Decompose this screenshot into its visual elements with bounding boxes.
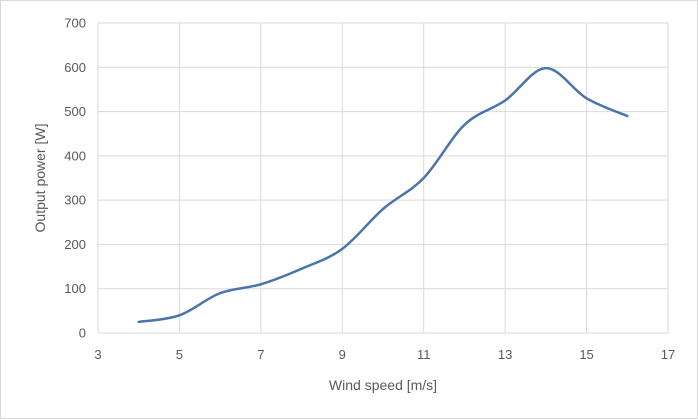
y-tick-label-600: 600 <box>64 60 86 75</box>
x-tick-label-11: 11 <box>417 347 431 362</box>
x-tick-label-9: 9 <box>339 347 346 362</box>
series-layer <box>137 66 629 324</box>
y-tick-label-500: 500 <box>64 104 86 119</box>
y-tick-label-300: 300 <box>64 193 86 208</box>
x-tick-label-13: 13 <box>498 347 512 362</box>
x-tick-label-5: 5 <box>176 347 183 362</box>
y-axis-title: Output power [W] <box>32 124 48 233</box>
series-line-0 <box>137 66 629 324</box>
x-tick-label-7: 7 <box>257 347 264 362</box>
y-tick-label-200: 200 <box>64 237 86 252</box>
y-tick-label-400: 400 <box>64 148 86 163</box>
y-tick-labels: 0 100 200 300 400 500 600 700 <box>64 16 86 341</box>
x-tick-label-15: 15 <box>579 347 593 362</box>
x-tick-labels: 3 5 7 9 11 13 15 17 <box>94 347 675 362</box>
y-tick-label-100: 100 <box>64 281 86 296</box>
x-axis-title: Wind speed [m/s] <box>329 377 437 393</box>
y-tick-label-0: 0 <box>79 326 86 341</box>
x-tick-label-17: 17 <box>661 347 675 362</box>
y-tick-label-700: 700 <box>64 16 86 31</box>
x-tick-label-3: 3 <box>94 347 101 362</box>
gridlines <box>97 22 669 334</box>
